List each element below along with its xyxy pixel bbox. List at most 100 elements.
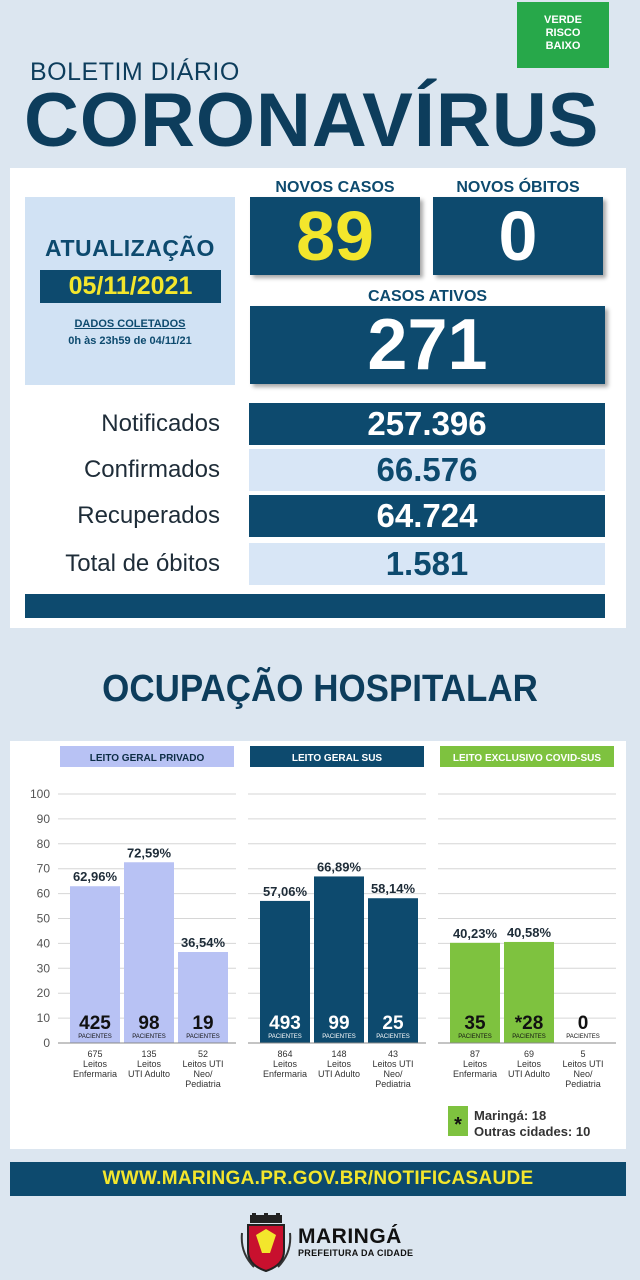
percent-label: 66,89% [317,859,362,874]
patients-count: 19 [192,1013,213,1034]
patients-count: 99 [328,1013,349,1034]
bed-count: 52 [198,1049,208,1059]
occupancy-bar [368,898,418,1043]
hospital-section-title: OCUPAÇÃO HOSPITALAR [102,668,538,710]
y-tick-label: 30 [37,961,51,975]
patients-count: 98 [138,1013,159,1034]
new-deaths-label: NOVOS ÓBITOS [456,179,580,196]
patients-label: PACIENTES [78,1034,112,1040]
group-header [60,746,234,767]
new-cases-value: 89 [296,197,374,275]
footnote-line: Outras cidades: 10 [474,1124,590,1139]
bed-count: 69 [524,1049,534,1059]
bed-count: 43 [388,1049,398,1059]
patients-count: *28 [515,1013,544,1034]
group-header [250,746,424,767]
percent-label: 40,23% [453,926,498,941]
occupancy-bar [314,876,364,1043]
bed-type-label: Leitos [463,1059,488,1069]
occupancy-bar [450,942,500,1043]
percent-label: 72,59% [127,845,172,860]
bed-count: 148 [331,1049,346,1059]
bed-type-label: Pediatria [565,1079,601,1089]
bed-type-label: UTI Adulto [318,1069,360,1079]
patients-label: PACIENTES [566,1034,600,1040]
bed-type-label: Enfermaria [73,1069,117,1079]
y-tick-label: 80 [37,837,51,851]
patients-label: PACIENTES [132,1034,166,1040]
y-tick-label: 60 [37,887,51,901]
notification-url-link[interactable]: WWW.MARINGA.PR.GOV.BR/NOTIFICASAUDE [10,1162,626,1196]
bed-type-label: Leitos UTI [182,1059,223,1069]
patients-label: PACIENTES [376,1034,410,1040]
bed-type-label: Leitos [83,1059,108,1069]
y-tick-label: 40 [37,936,51,950]
y-tick-label: 50 [37,912,51,926]
bed-type-label: Neo/ [383,1069,403,1079]
group-header-label: LEITO GERAL PRIVADO [90,753,205,764]
percent-label: 57,06% [263,884,308,899]
y-tick-label: 0 [43,1036,50,1050]
occupancy-bar [504,941,554,1043]
new-deaths-box: 0 [433,197,603,275]
new-cases-box: 89 [250,197,420,275]
footnote-symbol: * [454,1114,462,1136]
total-deaths-label: Total de óbitos [65,550,220,577]
group-header [440,746,614,767]
total-deaths-value: 1.581 [249,543,605,585]
patients-count: 35 [464,1013,486,1034]
patients-count: 493 [269,1013,301,1034]
patients-count: 425 [79,1013,111,1034]
city-name: MARINGÁ [298,1225,402,1248]
bed-type-label: Leitos [273,1059,298,1069]
footnote-marker [448,1106,468,1136]
notified-label: Notificados [101,410,220,437]
city-coat-of-arms-icon [240,1213,292,1273]
patients-count: 25 [382,1013,404,1034]
recovered-value: 64.724 [249,495,605,537]
recovered-label: Recuperados [77,502,220,529]
bed-type-label: Pediatria [185,1079,221,1089]
patients-label: PACIENTES [186,1034,220,1040]
bed-count: 864 [277,1049,292,1059]
bed-count: 135 [141,1049,156,1059]
bed-type-label: Leitos [517,1059,542,1069]
percent-label: 40,58% [507,925,552,940]
risk-badge-line: RISCO [545,27,581,39]
occupancy-bar [124,862,174,1043]
percent-label: 36,54% [181,935,226,950]
patients-label: PACIENTES [458,1034,492,1040]
y-tick-label: 100 [30,787,50,801]
y-tick-label: 10 [37,1011,51,1025]
bed-type-label: Leitos [137,1059,162,1069]
bed-type-label: UTI Adulto [508,1069,550,1079]
update-title: ATUALIZAÇÃO [45,235,215,261]
new-cases-label: NOVOS CASOS [275,179,395,196]
patients-count: 0 [578,1013,589,1034]
confirmed-value: 66.576 [249,449,605,491]
occupancy-bar [178,952,228,1043]
update-date: 05/11/2021 [40,270,221,303]
bed-count: 675 [87,1049,102,1059]
percent-label: 58,14% [371,881,416,896]
bed-count: 87 [470,1049,480,1059]
bed-type-label: Leitos UTI [562,1059,603,1069]
group-header-label: LEITO GERAL SUS [292,753,383,764]
update-note: DADOS COLETADOS 0h às 23h59 de 04/11/21 [25,316,235,350]
bed-type-label: Neo/ [573,1069,593,1079]
y-tick-label: 90 [37,812,51,826]
update-note-line: 0h às 23h59 de 04/11/21 [68,335,192,347]
city-hall-label: PREFEITURA DA CIDADE [298,1248,414,1258]
bed-type-label: UTI Adulto [128,1069,170,1079]
patients-label: PACIENTES [322,1034,356,1040]
bulletin-subtitle: BOLETIM DIÁRIO [30,58,240,86]
panel-footer-bar [25,594,605,618]
bed-count: 5 [580,1049,585,1059]
update-note-line: DADOS COLETADOS [74,318,186,330]
confirmed-label: Confirmados [83,456,220,483]
patients-label: PACIENTES [512,1034,546,1040]
active-cases-value: 271 [367,305,488,385]
bed-type-label: Neo/ [193,1069,213,1079]
notified-value: 257.396 [249,403,605,445]
